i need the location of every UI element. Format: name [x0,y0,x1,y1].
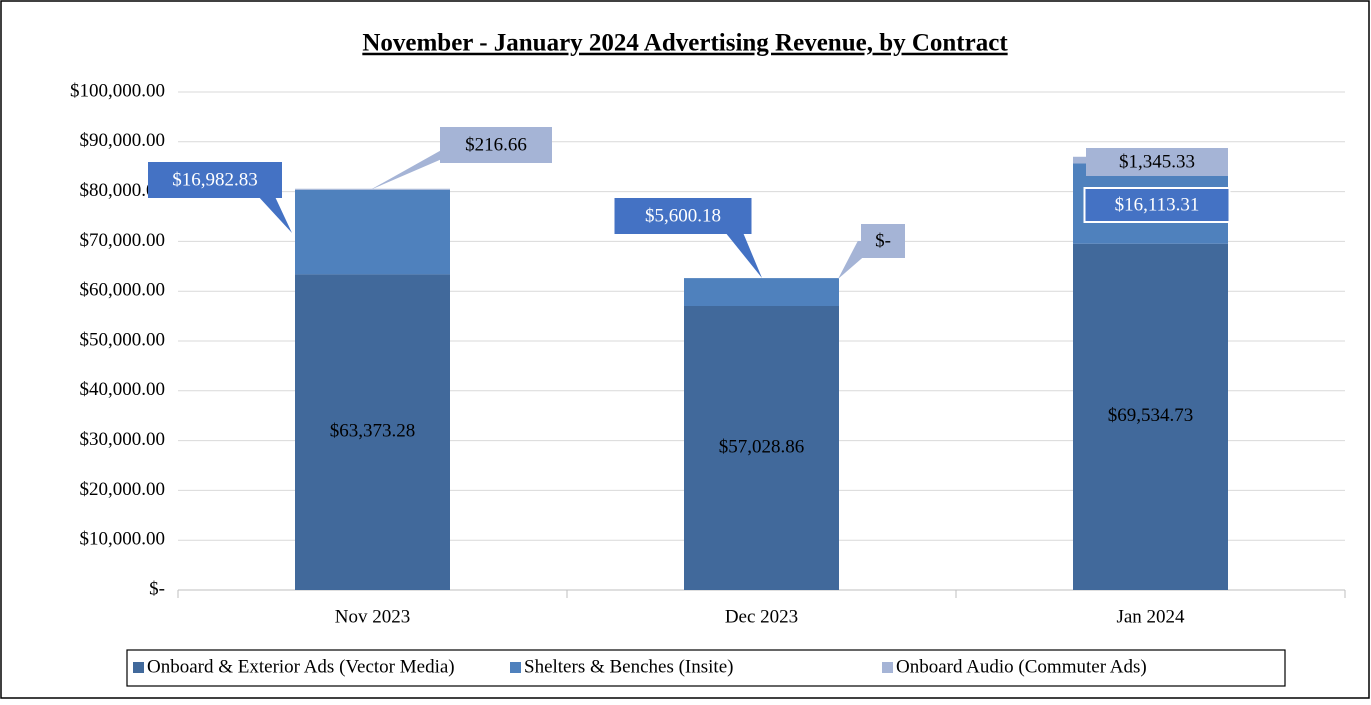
y-tick-label: $70,000.00 [80,230,166,251]
data-label: $16,982.83 [172,169,258,190]
legend [126,649,1286,687]
bar-segment [684,305,839,590]
data-label: $63,373.28 [330,421,416,442]
data-label: $5,600.18 [645,205,721,226]
y-tick-label: $60,000.00 [80,280,166,301]
legend-swatch [882,662,893,673]
y-tick-label: $40,000.00 [80,379,166,400]
legend-label: Onboard Audio (Commuter Ads) [896,656,1147,677]
bar-segment [1073,243,1228,590]
callout-box [1083,187,1231,223]
chart-title: November - January 2024 Advertising Reve… [362,30,1008,57]
x-tick-label: Nov 2023 [335,606,410,627]
y-tick-label: $80,000.00 [80,180,166,201]
callout-box [1086,148,1228,176]
callout-pointer [712,216,762,278]
data-label: $- [875,230,891,251]
callout-box [614,198,752,234]
data-label: $57,028.86 [719,436,805,457]
data-label: $216.66 [465,134,527,155]
bar-segment [295,189,450,275]
legend-swatch [510,662,521,673]
y-tick-label: $30,000.00 [80,429,166,450]
y-tick-label: $20,000.00 [80,479,166,500]
bar-segment [684,278,839,306]
callout-pointer [243,180,292,233]
x-tick-label: Jan 2024 [1116,606,1185,627]
data-label: $16,113.31 [1115,194,1200,215]
data-label: $1,345.33 [1119,151,1195,172]
callout-box [148,162,282,198]
y-tick-label: $90,000.00 [80,130,166,151]
data-label: $69,534.73 [1108,405,1194,426]
callout-box [440,127,552,163]
bar-segment [295,274,450,590]
y-tick-label: $10,000.00 [80,529,166,550]
legend-label: Onboard & Exterior Ads (Vector Media) [147,656,455,677]
y-tick-label: $100,000.00 [70,80,165,101]
y-tick-label: $50,000.00 [80,329,166,350]
y-tick-label: $- [149,578,165,599]
bar-segment [295,188,450,190]
legend-swatch [133,662,144,673]
legend-label: Shelters & Benches (Insite) [524,656,733,677]
callout-box [861,224,905,258]
x-tick-label: Dec 2023 [725,606,798,627]
